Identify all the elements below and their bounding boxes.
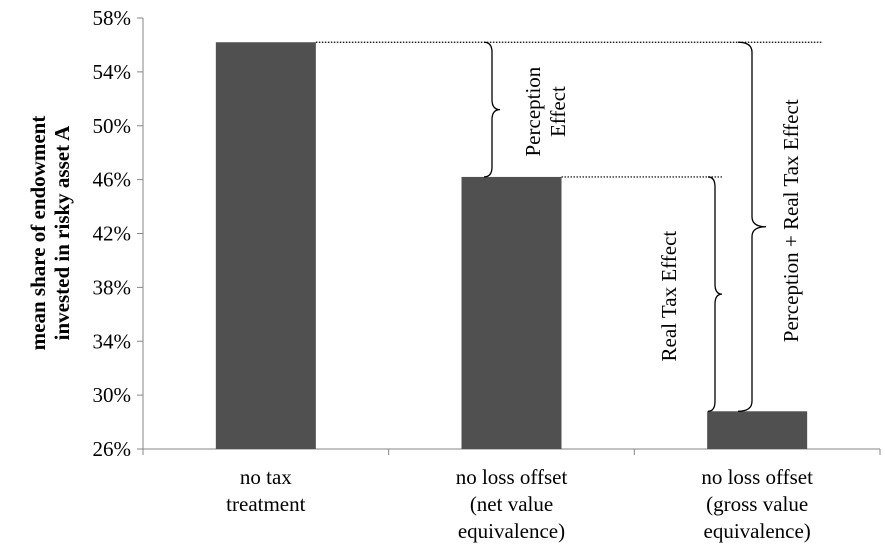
x-tick-label: no loss offset (gross value equivalence) — [701, 465, 813, 543]
x-tick-label: no tax treatment — [226, 465, 305, 516]
y-tick-label: 58% — [93, 6, 132, 30]
bar — [462, 177, 562, 449]
y-tick-label: 46% — [93, 168, 132, 192]
annotation-label: Real Tax Effect — [657, 231, 681, 362]
bar — [216, 42, 316, 449]
y-tick-label: 42% — [93, 222, 132, 246]
brace — [738, 42, 766, 411]
bar — [707, 411, 807, 449]
y-axis-title: mean share of endowmentinvested in risky… — [26, 116, 74, 351]
y-axis: 26% 30% 34% 38% 42% 46% 50% 54% 58% — [93, 6, 144, 461]
x-axis: no tax treatment no loss offset (net value e… — [143, 449, 880, 543]
annotation-label: PerceptionEffect — [521, 66, 570, 156]
brace — [484, 42, 500, 177]
y-tick-label: 38% — [93, 275, 132, 299]
y-tick-label: 34% — [93, 329, 132, 353]
x-tick-label: no loss offset (net value equivalence) — [456, 465, 568, 543]
bars — [216, 42, 807, 449]
brace — [708, 177, 722, 411]
y-tick-label: 26% — [93, 437, 132, 461]
y-axis-label: mean share of endowmentinvested in risky… — [26, 116, 74, 351]
annotations: PerceptionEffect Real Tax Effect Perceptio… — [316, 42, 822, 411]
y-tick-label: 50% — [93, 114, 132, 138]
y-tick-label: 30% — [93, 383, 132, 407]
annotation-label: Perception + Real Tax Effect — [779, 99, 803, 342]
y-tick-label: 54% — [93, 60, 132, 84]
